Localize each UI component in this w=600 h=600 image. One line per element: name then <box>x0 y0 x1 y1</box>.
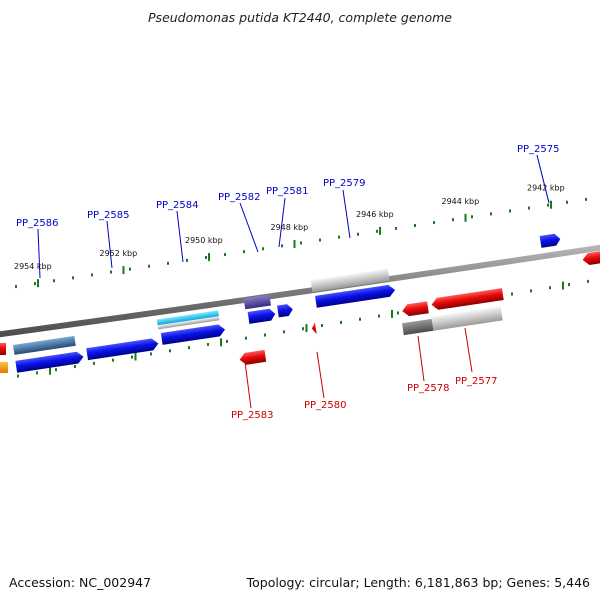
label-pp-2585[interactable]: PP_2585 <box>87 210 130 221</box>
gene-pp-2579-feature[interactable] <box>310 268 390 293</box>
gene-left-edge-red[interactable] <box>0 343 6 355</box>
gene-pp-2584-feature-2[interactable] <box>157 316 220 330</box>
genome-backbone <box>0 244 600 338</box>
label-pp-2575[interactable]: PP_2575 <box>517 144 560 155</box>
gene-pp-2579[interactable] <box>315 284 396 308</box>
gene-left-edge-orange[interactable] <box>0 362 8 373</box>
scale-tick-labels: 2954 kbp 2952 kbp 2950 kbp 2948 kbp 2946 kbp… <box>14 184 565 271</box>
gene-pp-2583[interactable] <box>239 349 267 366</box>
label-pp-2584[interactable]: PP_2584 <box>156 200 199 211</box>
gene-pp-2582[interactable] <box>247 308 276 324</box>
reverse-strand-genes <box>0 250 600 373</box>
scale-tick-label: 2948 kbp <box>271 223 309 232</box>
gene-pp-2575[interactable] <box>539 233 562 248</box>
scale-ticks <box>15 197 589 378</box>
label-pp-2581[interactable]: PP_2581 <box>266 186 309 197</box>
label-pp-2582[interactable]: PP_2582 <box>218 192 261 203</box>
reverse-gene-labels: PP_2583 PP_2580 PP_2578 PP_2577 <box>231 327 498 421</box>
gene-pp-2582-feature[interactable] <box>243 294 271 310</box>
gene-pp-2581[interactable] <box>277 303 294 318</box>
gene-pp-2578-feature[interactable] <box>402 318 434 336</box>
scale-tick-label: 2944 kbp <box>442 197 480 206</box>
gene-right-edge[interactable] <box>582 250 600 266</box>
scale-tick-label: 2946 kbp <box>356 210 394 219</box>
label-pp-2578[interactable]: PP_2578 <box>407 383 450 394</box>
forward-gene-labels: PP_2586 PP_2585 PP_2584 PP_2582 PP_2581 … <box>16 144 560 279</box>
gene-pp-2584[interactable] <box>160 324 226 345</box>
label-pp-2579[interactable]: PP_2579 <box>323 178 366 189</box>
gene-pp-2586-feature[interactable] <box>12 335 76 355</box>
forward-strand-genes <box>12 233 562 373</box>
scale-tick-label: 2952 kbp <box>100 249 138 258</box>
gene-pp-2580[interactable] <box>311 322 317 335</box>
label-pp-2586[interactable]: PP_2586 <box>16 218 59 229</box>
gene-pp-2577-feature[interactable] <box>431 306 503 331</box>
genome-summary-text: Topology: circular; Length: 6,181,863 bp… <box>246 575 590 590</box>
map-title: Pseudomonas putida KT2440, complete geno… <box>148 10 452 25</box>
gene-pp-2586[interactable] <box>15 351 84 373</box>
gene-pp-2577[interactable] <box>431 288 504 311</box>
label-pp-2580[interactable]: PP_2580 <box>304 400 347 411</box>
gene-pp-2585[interactable] <box>86 338 159 361</box>
gene-pp-2584-feature[interactable] <box>156 310 219 326</box>
gene-pp-2578[interactable] <box>401 301 429 317</box>
scale-tick-label: 2954 kbp <box>14 262 52 271</box>
label-pp-2577[interactable]: PP_2577 <box>455 376 498 387</box>
scale-tick-label: 2950 kbp <box>185 236 223 245</box>
scale-tick-label: 2942 kbp <box>527 184 565 193</box>
label-pp-2583[interactable]: PP_2583 <box>231 410 274 421</box>
accession-text: Accession: NC_002947 <box>9 575 152 590</box>
